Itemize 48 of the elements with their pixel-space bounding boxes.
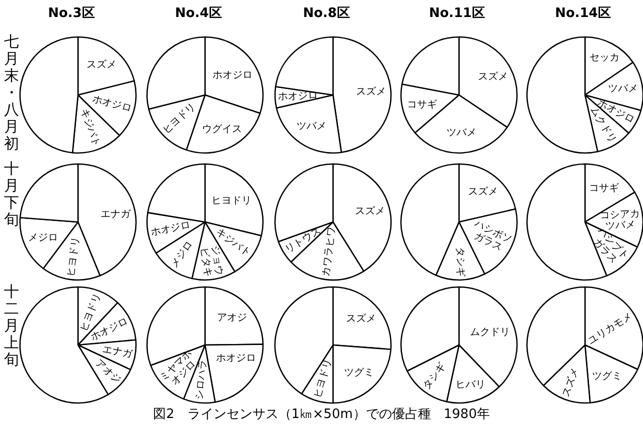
- slice-label: スズメ: [468, 186, 498, 198]
- slice-label: ハシボソガラス: [472, 218, 514, 254]
- slice-label: スズメ: [354, 204, 385, 217]
- chart-title: No.11区: [429, 6, 485, 21]
- slice-label: スズメ: [346, 312, 376, 324]
- slice-label: コサギ: [588, 182, 619, 194]
- slice-label: ツグミ: [344, 368, 374, 379]
- slice-label: メジロ: [168, 239, 196, 270]
- slice-label: リトウス: [283, 225, 324, 256]
- caption: 図2 ラインセンサス（1㎞×50m）での優占種 1980年: [152, 406, 491, 423]
- slice-label: ウグイス: [202, 124, 242, 135]
- slice-label: ヒヨドリ: [211, 196, 252, 207]
- slice-label: タシギ: [454, 246, 467, 278]
- slice-label: ツグミ: [592, 370, 622, 382]
- slice-label: ムクドリ: [470, 326, 510, 338]
- slice-label: エナガ: [100, 209, 132, 220]
- slice-label: ジョウビタキ: [198, 244, 224, 278]
- slice-label: スズメ: [478, 70, 508, 82]
- slice-label: ツバメ: [296, 121, 326, 132]
- slice-label: スズメ: [86, 58, 117, 70]
- slice-label: タシギ: [420, 360, 448, 392]
- slice-label: セッカ: [590, 52, 620, 64]
- slice-label: ホオジロ: [150, 220, 192, 238]
- slice-label: ホオジロ: [216, 352, 256, 364]
- slice-label: スズメ: [560, 366, 582, 398]
- slice-label: アオジ: [216, 312, 247, 324]
- chart-title: No.14区: [555, 6, 611, 21]
- slice-label: ヒヨドリ: [66, 236, 82, 278]
- slice-label: シロハラ: [194, 359, 209, 400]
- text: 十月下旬: [4, 160, 19, 228]
- text: 十二月上旬: [4, 282, 19, 368]
- slice-label: アオジ: [92, 358, 123, 386]
- slice-label: ホオジロ: [212, 70, 252, 81]
- slice-label: ツバメ: [608, 83, 638, 94]
- chart-title: No.4区: [175, 6, 222, 21]
- slice-label: スズメ: [356, 86, 386, 98]
- text: 七月末・八月初: [4, 32, 19, 152]
- slice-label: コサギ: [407, 98, 438, 110]
- chart-title: No.3区: [48, 6, 95, 21]
- slice-label: ヒバリ: [455, 380, 486, 391]
- slice-label: ユリカモメ: [586, 310, 634, 347]
- chart-title: No.8区: [303, 6, 350, 21]
- slice-label: カワラヒワ: [320, 226, 338, 278]
- slice-label: ヒヨドリ: [160, 101, 198, 136]
- slice-label: ツバメ: [446, 128, 476, 139]
- slice-label: エナガ: [102, 344, 134, 360]
- slice-label: メジロ: [28, 232, 58, 244]
- slice-label: ヒヨドリ: [312, 358, 334, 400]
